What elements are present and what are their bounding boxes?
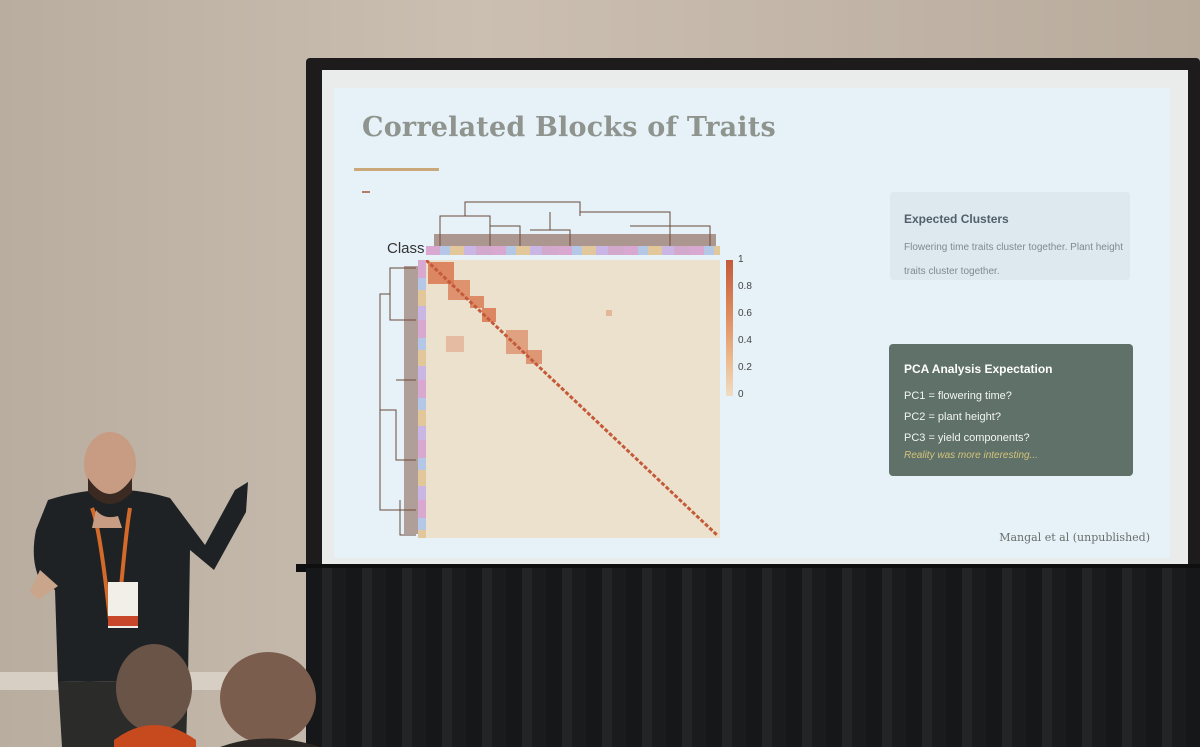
colorbar-tick: 0.4 [738,335,752,346]
presentation-slide: Correlated Blocks of Traits Class [334,88,1170,558]
stage-curtain [306,568,1200,747]
row-class-strip [418,260,426,538]
column-dendrogram [434,201,716,246]
decorative-dash [362,191,370,193]
pca-expectation-box: PCA Analysis Expectation PC1 = flowering… [889,344,1133,476]
pca-line: PC2 = plant height? [904,411,1001,423]
slide-title: Correlated Blocks of Traits [362,112,776,143]
pca-note: Reality was more interesting... [904,450,1038,461]
column-class-strip [426,246,720,255]
expected-clusters-body: Flowering time traits cluster together. … [904,242,1123,277]
slide-credit: Mangal et al (unpublished) [999,531,1150,544]
heatmap-colorbar [726,260,733,396]
row-dendrogram [379,266,418,536]
heatmap-class-label: Class [387,240,425,257]
colorbar-tick: 0.6 [738,308,752,319]
heatmap-diagonal [424,258,720,538]
colorbar-tick: 0 [738,389,744,400]
colorbar-tick: 0.2 [738,362,752,373]
expected-clusters-heading: Expected Clusters [904,212,1009,226]
colorbar-tick: 1 [738,254,744,265]
audience [114,644,320,747]
pca-line: PC3 = yield components? [904,432,1030,444]
pca-line: PC1 = flowering time? [904,390,1012,402]
pca-heading: PCA Analysis Expectation [904,362,1053,376]
correlation-heatmap [424,258,720,538]
title-underline [354,168,439,171]
expected-clusters-box: Expected Clusters Flowering time traits … [890,192,1130,280]
colorbar-tick: 0.8 [738,281,752,292]
